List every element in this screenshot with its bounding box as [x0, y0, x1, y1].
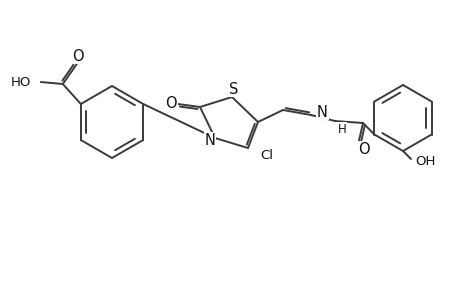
Text: OH: OH: [414, 154, 434, 167]
Text: HO: HO: [11, 76, 31, 88]
Text: N: N: [204, 133, 215, 148]
Text: N: N: [316, 104, 327, 119]
Text: Cl: Cl: [259, 148, 272, 161]
Text: O: O: [72, 49, 84, 64]
Text: S: S: [229, 82, 238, 97]
Text: O: O: [358, 142, 369, 157]
Text: O: O: [165, 95, 176, 110]
Text: H: H: [337, 122, 346, 136]
